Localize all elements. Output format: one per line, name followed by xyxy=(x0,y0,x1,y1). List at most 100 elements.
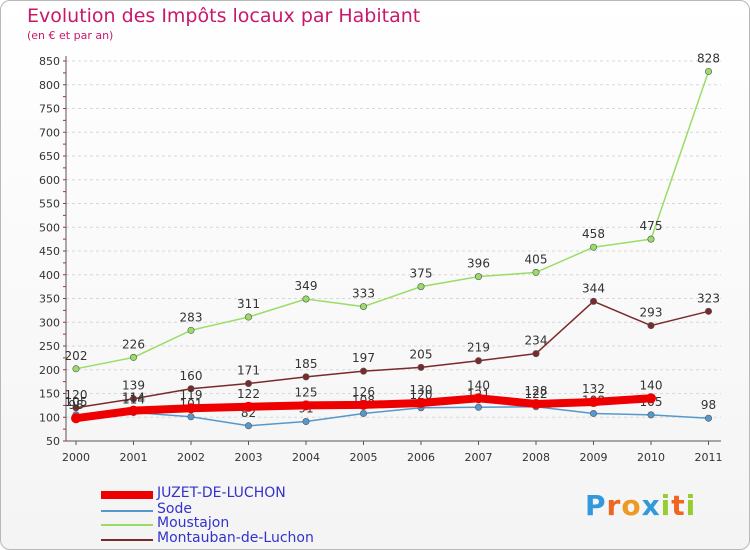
data-label: 160 xyxy=(180,369,203,383)
y-tick-label: 600 xyxy=(39,174,60,187)
data-label: 333 xyxy=(352,287,375,301)
data-label: 98 xyxy=(701,398,716,412)
x-tick-label: 2004 xyxy=(292,451,320,464)
data-label: 311 xyxy=(237,297,260,311)
data-point xyxy=(302,418,310,426)
data-label: 475 xyxy=(640,219,663,233)
data-point xyxy=(704,414,712,422)
data-label: 234 xyxy=(525,334,548,348)
data-label: 139 xyxy=(122,379,145,393)
data-label: 219 xyxy=(467,341,490,355)
data-label: 119 xyxy=(180,388,203,402)
data-label: 128 xyxy=(525,384,548,398)
data-label: 122 xyxy=(237,387,260,401)
y-tick-label: 400 xyxy=(39,269,60,282)
data-point xyxy=(704,307,712,315)
data-label: 171 xyxy=(237,364,260,378)
data-label: 405 xyxy=(525,252,548,266)
data-point xyxy=(474,273,482,281)
data-label: 126 xyxy=(352,385,375,399)
data-point xyxy=(302,295,310,303)
legend-swatch-moustajon xyxy=(101,524,153,526)
data-point xyxy=(187,385,195,393)
legend-swatch-juzet xyxy=(101,491,153,499)
x-tick-label: 2008 xyxy=(522,451,550,464)
data-label: 140 xyxy=(640,378,663,392)
data-point xyxy=(72,404,80,412)
legend-label-montauban: Montauban-de-Luchon xyxy=(157,530,314,546)
data-label: 293 xyxy=(640,306,663,320)
y-tick-label: 350 xyxy=(39,293,60,306)
data-point xyxy=(245,313,253,321)
proxiti-logo: Proxiti xyxy=(585,489,696,522)
data-label: 349 xyxy=(295,279,318,293)
data-label: 140 xyxy=(467,378,490,392)
chart-subtitle: (en € et par an) xyxy=(27,29,114,42)
data-point xyxy=(532,268,540,276)
logo-letter: o xyxy=(621,489,642,522)
data-point xyxy=(589,409,597,417)
data-point xyxy=(301,400,311,411)
data-point xyxy=(531,398,541,409)
y-tick-label: 250 xyxy=(39,340,60,353)
data-label: 396 xyxy=(467,257,490,271)
y-tick-label: 850 xyxy=(39,55,60,68)
data-point xyxy=(589,243,597,251)
data-point xyxy=(647,235,655,243)
series-line xyxy=(75,70,710,370)
y-tick-label: 100 xyxy=(39,411,60,424)
logo-letter: r xyxy=(606,489,622,522)
data-point xyxy=(72,365,80,373)
data-label: 205 xyxy=(410,347,433,361)
y-tick-label: 800 xyxy=(39,79,60,92)
data-point xyxy=(473,393,484,404)
logo-letter: i xyxy=(660,489,672,522)
y-tick-label: 200 xyxy=(39,364,60,377)
y-tick-label: 700 xyxy=(39,126,60,139)
data-point xyxy=(646,393,656,404)
data-label: 185 xyxy=(295,357,318,371)
legend-swatch-montauban xyxy=(101,539,153,541)
data-point xyxy=(130,353,138,361)
data-point xyxy=(417,363,425,371)
data-label: 323 xyxy=(697,291,720,305)
y-tick-label: 450 xyxy=(39,245,60,258)
legend-label-sode: Sode xyxy=(157,501,192,517)
data-label: 120 xyxy=(410,388,433,402)
x-tick-label: 2009 xyxy=(580,451,608,464)
data-point xyxy=(589,297,597,305)
data-label: 226 xyxy=(122,337,145,351)
data-label: 125 xyxy=(295,385,318,399)
data-label: 114 xyxy=(122,393,145,407)
data-point xyxy=(245,422,253,430)
data-point xyxy=(128,405,139,416)
logo-letter: i xyxy=(685,489,697,522)
data-label: 132 xyxy=(582,382,605,396)
data-point xyxy=(187,413,195,421)
x-tick-label: 2006 xyxy=(407,451,435,464)
y-tick-label: 650 xyxy=(39,150,60,163)
data-label: 375 xyxy=(410,267,433,281)
y-tick-label: 50 xyxy=(46,435,60,448)
data-point xyxy=(186,403,196,414)
data-point xyxy=(647,322,655,330)
x-tick-label: 2007 xyxy=(465,451,493,464)
data-label: 458 xyxy=(582,227,605,241)
data-point xyxy=(532,350,540,358)
data-point xyxy=(358,399,369,410)
data-point xyxy=(359,303,367,311)
y-tick-label: 550 xyxy=(39,198,60,211)
data-label: 828 xyxy=(697,51,720,65)
series-line xyxy=(75,300,710,409)
data-label: 122 xyxy=(525,387,548,401)
data-label: 120 xyxy=(65,388,88,402)
data-label: 283 xyxy=(180,310,203,324)
data-point xyxy=(71,413,81,424)
data-point xyxy=(130,395,138,403)
data-label: 114 xyxy=(122,391,145,405)
logo-letter: P xyxy=(585,489,607,522)
data-point xyxy=(588,397,599,408)
legend-label-moustajon: Moustajon xyxy=(157,515,230,531)
y-tick-label: 500 xyxy=(39,221,60,234)
